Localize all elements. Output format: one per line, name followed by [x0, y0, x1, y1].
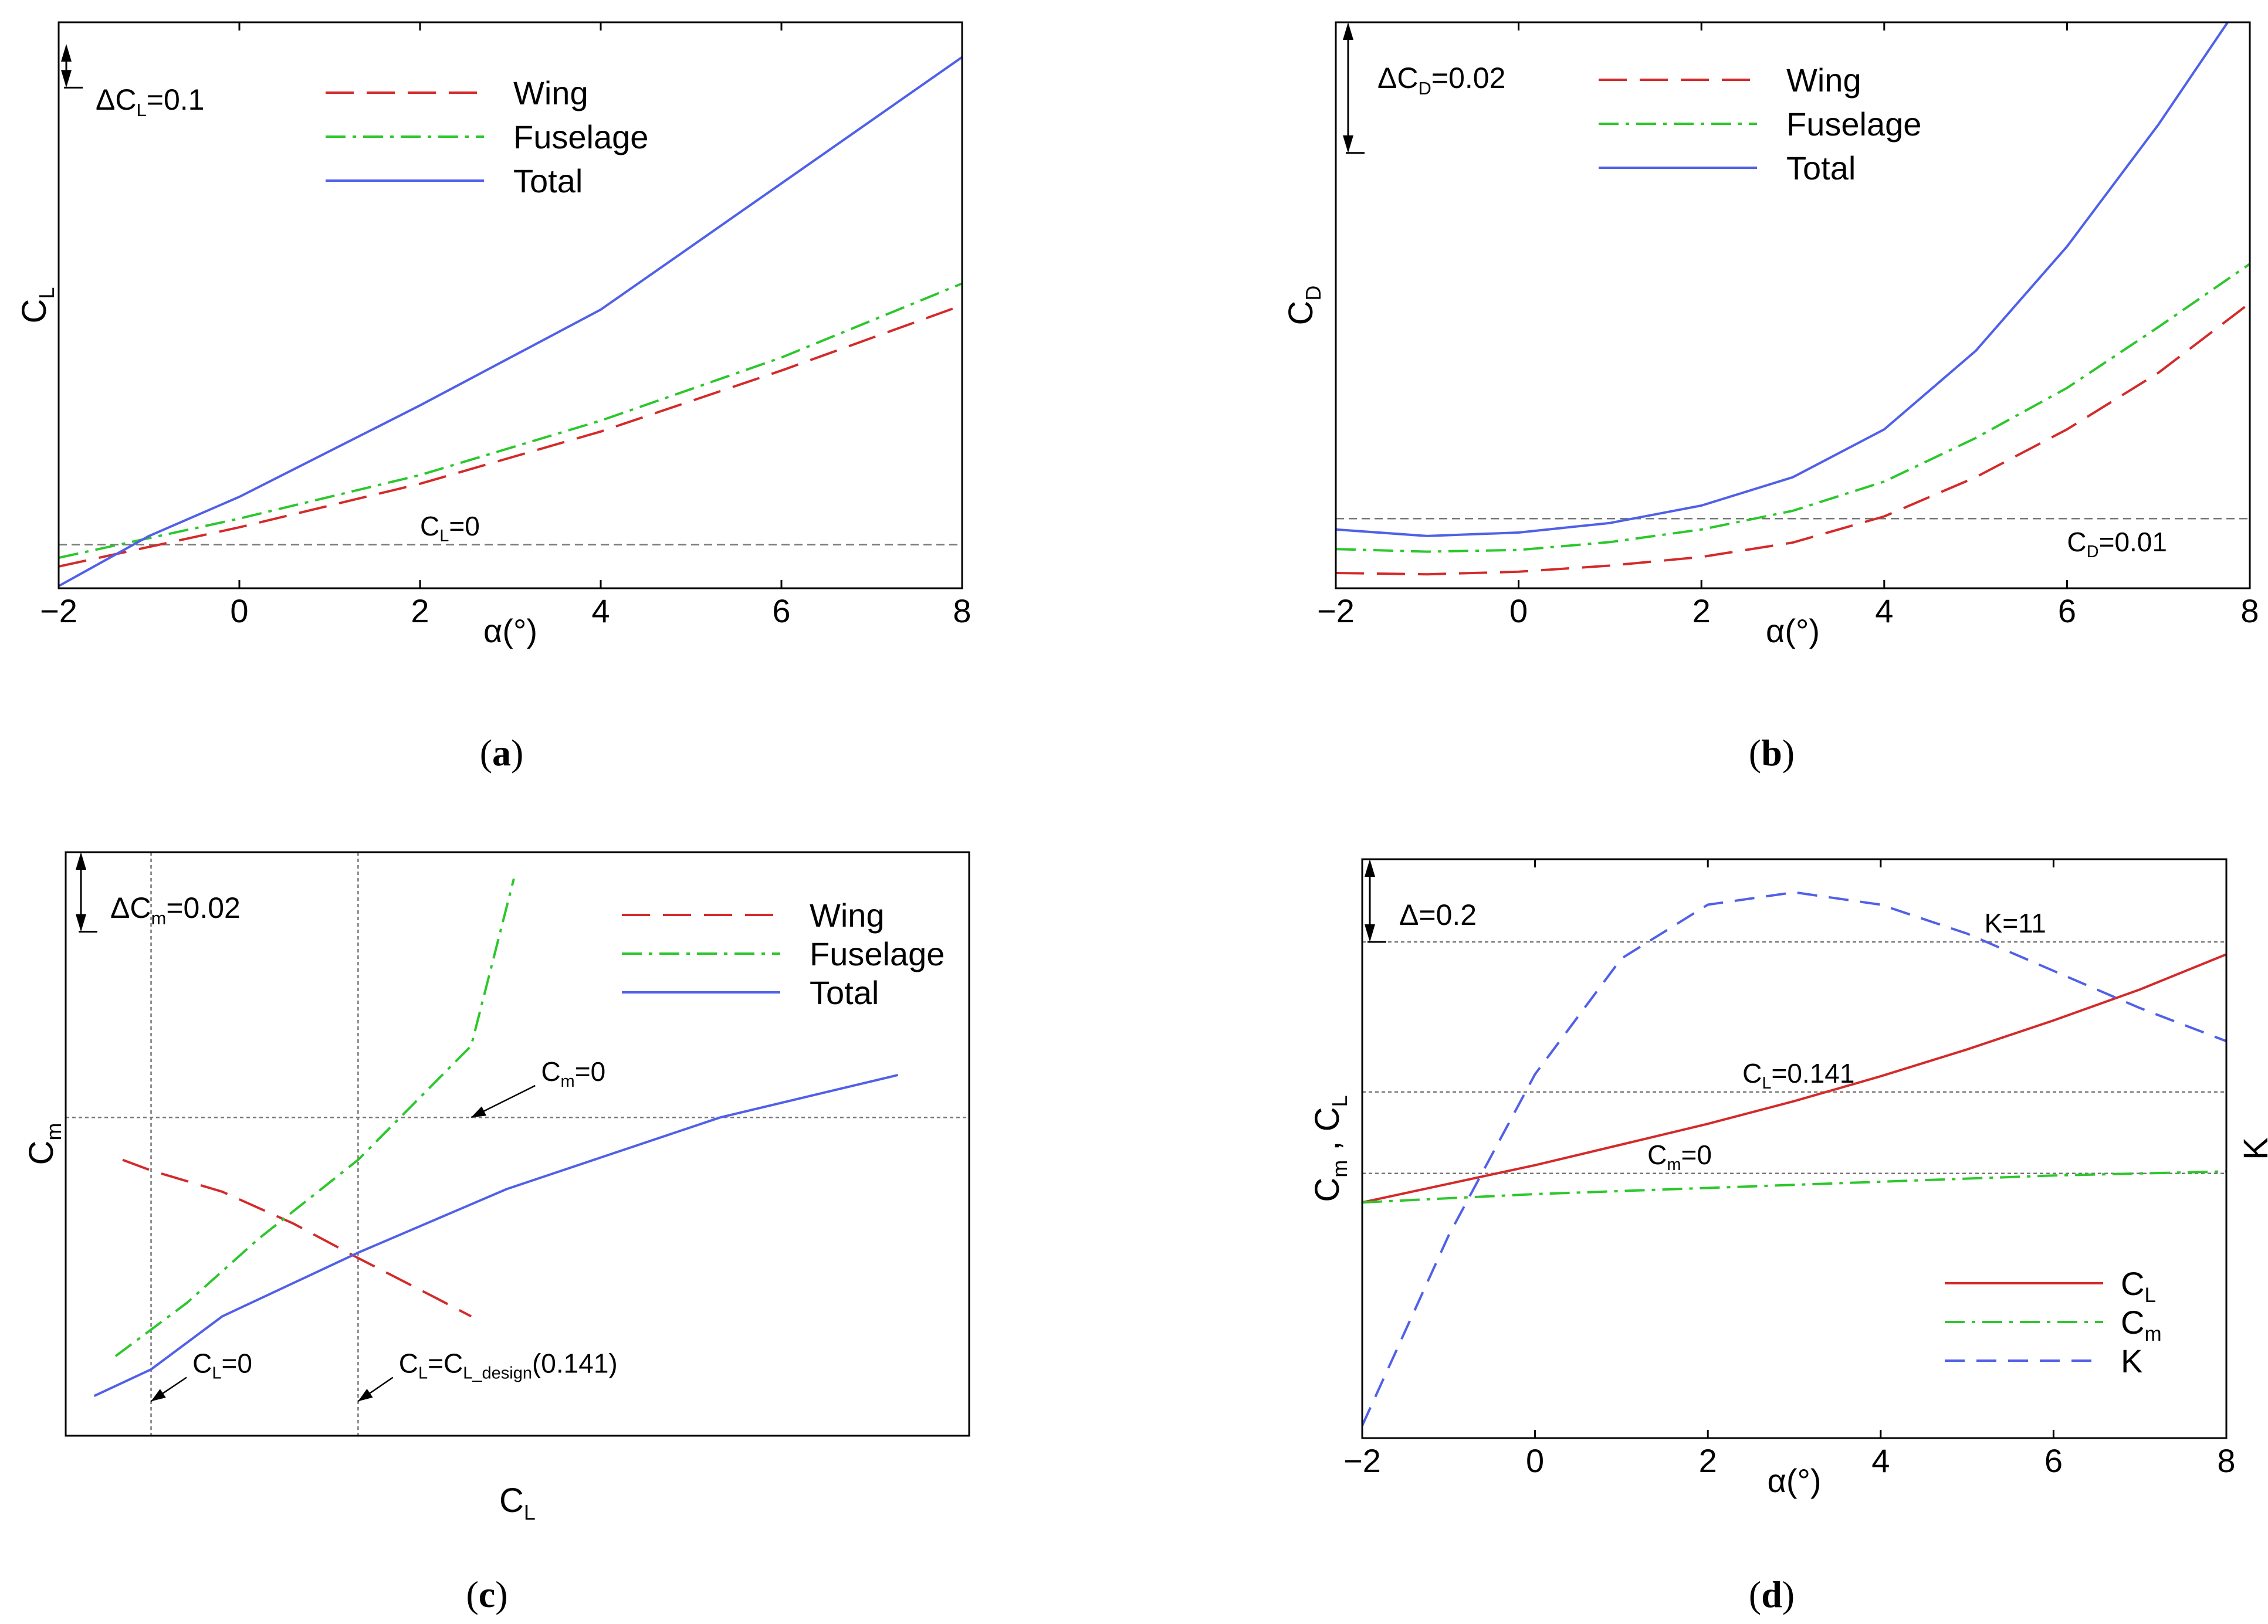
ref-line-label: K=11 [1985, 908, 2046, 938]
ref-arrow-head [151, 1389, 166, 1402]
legend-label: Fuselage [1786, 106, 1921, 143]
scale-bar-arrow-down [1365, 924, 1375, 942]
series-line-k [1362, 891, 2226, 1426]
chart-panel-d: −2 0 2 4 6 8 α(°) Cm , CL K Δ=0.2 K=11 CL=0.141 Cm=0… [1308, 858, 2268, 1499]
x-axis-label: α(°) [1767, 1462, 1821, 1499]
x-tick-label: 6 [2058, 592, 2076, 629]
series-group [93, 878, 899, 1398]
series-line-wing [122, 1158, 472, 1318]
x-tick-label: −2 [1343, 1442, 1381, 1479]
y-axis-label: CL [15, 287, 59, 324]
legend-label: Fuselage [513, 118, 648, 155]
scale-bar-arrow-down [61, 70, 72, 88]
scale-bar-arrow-up [76, 852, 86, 870]
ref-line-label: Cm=0 [541, 1056, 605, 1091]
x-tick-label: 4 [1875, 592, 1893, 629]
series-line-c-l [1362, 953, 2226, 1204]
series-line-total [93, 1073, 899, 1398]
ref-line-label: CL=0 [192, 1348, 252, 1383]
y-axis-label-group: CD [1282, 286, 1325, 326]
ref-arrow-head [471, 1106, 487, 1118]
plot-frame [65, 851, 970, 1437]
scale-bar-arrow-up [1365, 859, 1375, 877]
x-tick-label: 0 [230, 592, 248, 629]
x-tick-label: 4 [591, 592, 610, 629]
series-line-total [59, 56, 962, 588]
series-group [1362, 891, 2226, 1426]
legend-label: Wing [513, 74, 588, 111]
ref-line-label: CD=0.01 [2067, 527, 2167, 561]
x-axis-label: CL [499, 1481, 536, 1524]
x-tick-label: −2 [40, 592, 77, 629]
legend-label: CL [2121, 1265, 2156, 1307]
series-line-fuselage [59, 282, 962, 559]
caption-b: (b) [1749, 732, 1795, 774]
x-tick-label: 2 [411, 592, 429, 629]
x-tick-label: 2 [1692, 592, 1711, 629]
scale-bar-label: ΔCD=0.02 [1377, 62, 1505, 99]
plot-frame [1361, 858, 2228, 1439]
y-axis-label-group: Cm , CL [1308, 1095, 1352, 1202]
y-axis-label: CD [1282, 286, 1325, 326]
chart-panel-c: CL Cm ΔCm=0.02 Cm=0 CL=0 CL=CL_design(0.141) W… [22, 851, 970, 1524]
x-tick-label: 0 [1526, 1442, 1544, 1479]
x-tick-label: 4 [1871, 1442, 1890, 1479]
ref-line-label: CL=0 [420, 511, 480, 545]
y-axis-label: Cm [22, 1123, 66, 1165]
legend-label: Total [513, 162, 583, 199]
y-axis-label-group: Cm [22, 1123, 66, 1165]
ref-line-label: CL=0.141 [1742, 1058, 1854, 1093]
ref-line-label: Cm=0 [1647, 1140, 1712, 1174]
series-group [59, 56, 962, 588]
series-line-fuselage [1336, 263, 2250, 553]
y-axis-label-group: CL [15, 287, 59, 324]
x-tick-label: 2 [1699, 1442, 1717, 1479]
scale-bar-label: Δ=0.2 [1399, 899, 1477, 931]
series-line-total [1336, 22, 2229, 537]
caption-a: (a) [480, 732, 524, 774]
legend-label: Total [1786, 150, 1856, 187]
x-tick-label: 8 [2240, 592, 2259, 629]
legend-label: Wing [810, 897, 885, 934]
chart-panel-a: −2 0 2 4 6 8 α(°) CL ΔCL=0.1 CL=0 Wing Fuselage Tota… [15, 21, 971, 649]
legend-label: Cm [2121, 1304, 2162, 1345]
x-axis-label: α(°) [483, 612, 537, 649]
x-tick-label: 8 [953, 592, 971, 629]
series-line-wing [1336, 302, 2250, 576]
ref-arrow-head [358, 1389, 373, 1402]
chart-panel-b: −2 0 2 4 6 8 α(°) CD ΔCD=0.02 CD=0.01 Wing Fuselage… [1282, 21, 2259, 649]
series-line-wing [59, 304, 962, 568]
series-line-fuselage [114, 878, 515, 1357]
scale-bar-label: ΔCm=0.02 [110, 891, 241, 928]
legend-label: Wing [1786, 62, 1861, 99]
x-tick-label: 6 [2044, 1442, 2063, 1479]
x-tick-label: −2 [1317, 592, 1355, 629]
caption-d: (d) [1749, 1574, 1795, 1615]
scale-bar-arrow-up [1343, 22, 1353, 40]
scale-bar-arrow-up [61, 44, 72, 62]
x-axis-label: α(°) [1766, 612, 1820, 649]
x-tick-label: 6 [772, 592, 790, 629]
legend-label: Total [810, 974, 879, 1011]
caption-c: (c) [466, 1574, 507, 1615]
y-axis-label: Cm , CL [1308, 1095, 1352, 1202]
plot-frame [57, 21, 963, 589]
series-group [1336, 22, 2250, 576]
scale-bar-arrow-down [76, 914, 86, 932]
y-axis-label-right: K [2237, 1137, 2268, 1160]
scale-bar-label: ΔCL=0.1 [96, 83, 204, 120]
x-tick-label: 8 [2217, 1442, 2235, 1479]
ref-line-label: CL=CL_design(0.141) [399, 1348, 618, 1383]
plot-frame [1335, 21, 2251, 589]
x-tick-label: 0 [1509, 592, 1528, 629]
series-line-c-m [1362, 1170, 2226, 1204]
legend-label: K [2121, 1342, 2142, 1379]
scale-bar-arrow-down [1343, 135, 1353, 153]
legend-label: Fuselage [810, 935, 945, 972]
